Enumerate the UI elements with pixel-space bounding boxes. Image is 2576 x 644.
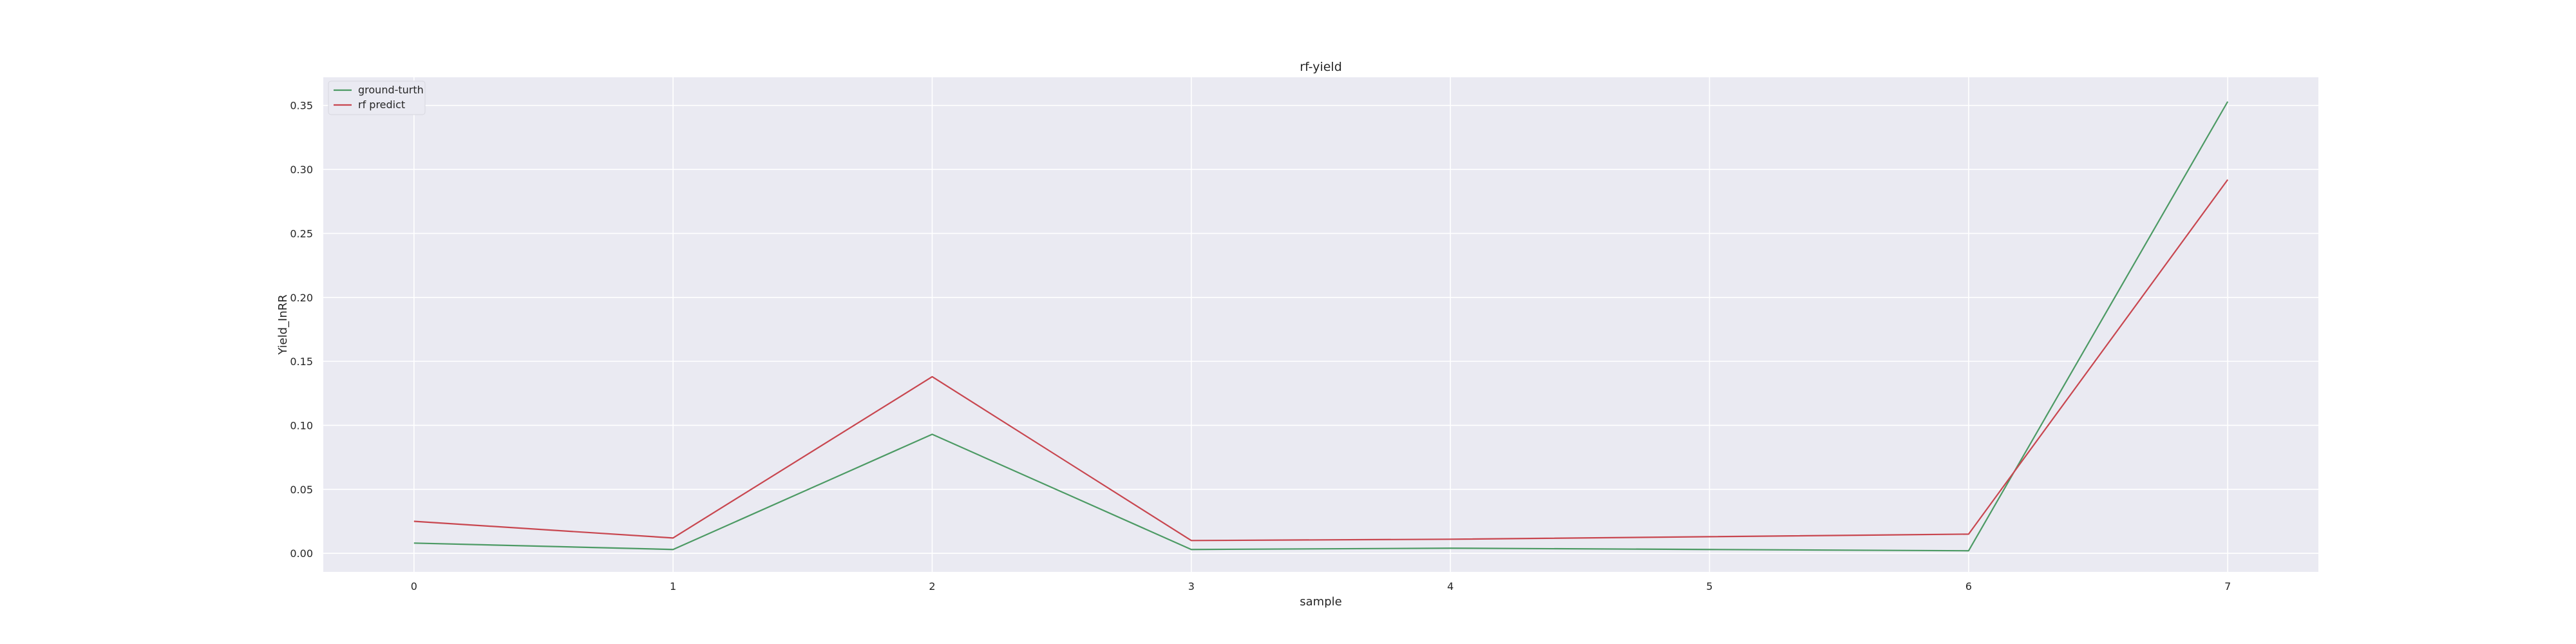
- y-tick-label: 0.30: [290, 164, 313, 176]
- grid-layer: [323, 77, 2318, 572]
- x-tick-label: 7: [2224, 580, 2231, 592]
- plot-area: [323, 77, 2318, 572]
- y-tick-label: 0.20: [290, 292, 313, 304]
- x-tick-label: 6: [1965, 580, 1972, 592]
- x-axis-title: sample: [1300, 595, 1341, 609]
- x-tick-label: 2: [929, 580, 935, 592]
- legend-label-ground-truth: ground-turth: [358, 84, 424, 96]
- x-tick-label: 5: [1706, 580, 1712, 592]
- chart-title: rf-yield: [1300, 60, 1342, 74]
- legend: ground-turth rf predict: [328, 80, 426, 115]
- series-line-ground-truth: [413, 101, 2229, 552]
- y-tick-label: 0.25: [290, 227, 313, 240]
- tick-label-layer: 0 1 2 3 4 5 6 7 0.00 0.05 0.10 0.15 0.20 0.25 0.30 0.35: [290, 100, 2231, 592]
- y-tick-label: 0.35: [290, 100, 313, 112]
- y-tick-label: 0.00: [290, 547, 313, 560]
- x-tick-label: 4: [1447, 580, 1454, 592]
- x-tick-label: 3: [1188, 580, 1195, 592]
- y-tick-label: 0.10: [290, 419, 313, 431]
- series-line-rf-predict: [413, 179, 2229, 542]
- x-tick-label: 0: [411, 580, 417, 592]
- legend-box: [328, 80, 426, 115]
- y-tick-label: 0.15: [290, 355, 313, 368]
- y-tick-label: 0.05: [290, 484, 313, 496]
- legend-label-rf-predict: rf predict: [358, 99, 405, 111]
- y-axis-title: Yield_InRR: [276, 294, 290, 355]
- x-tick-label: 1: [670, 580, 676, 592]
- series-layer: [413, 101, 2229, 552]
